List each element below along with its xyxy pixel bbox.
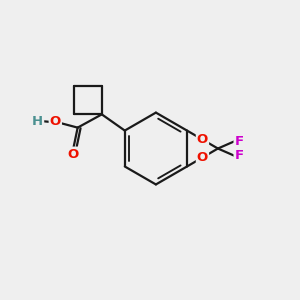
Text: O: O bbox=[197, 133, 208, 146]
Text: O: O bbox=[197, 151, 208, 164]
Text: F: F bbox=[235, 149, 244, 162]
Text: F: F bbox=[235, 135, 244, 148]
Text: O: O bbox=[68, 148, 79, 160]
Text: H: H bbox=[32, 115, 43, 128]
Text: O: O bbox=[50, 115, 61, 128]
